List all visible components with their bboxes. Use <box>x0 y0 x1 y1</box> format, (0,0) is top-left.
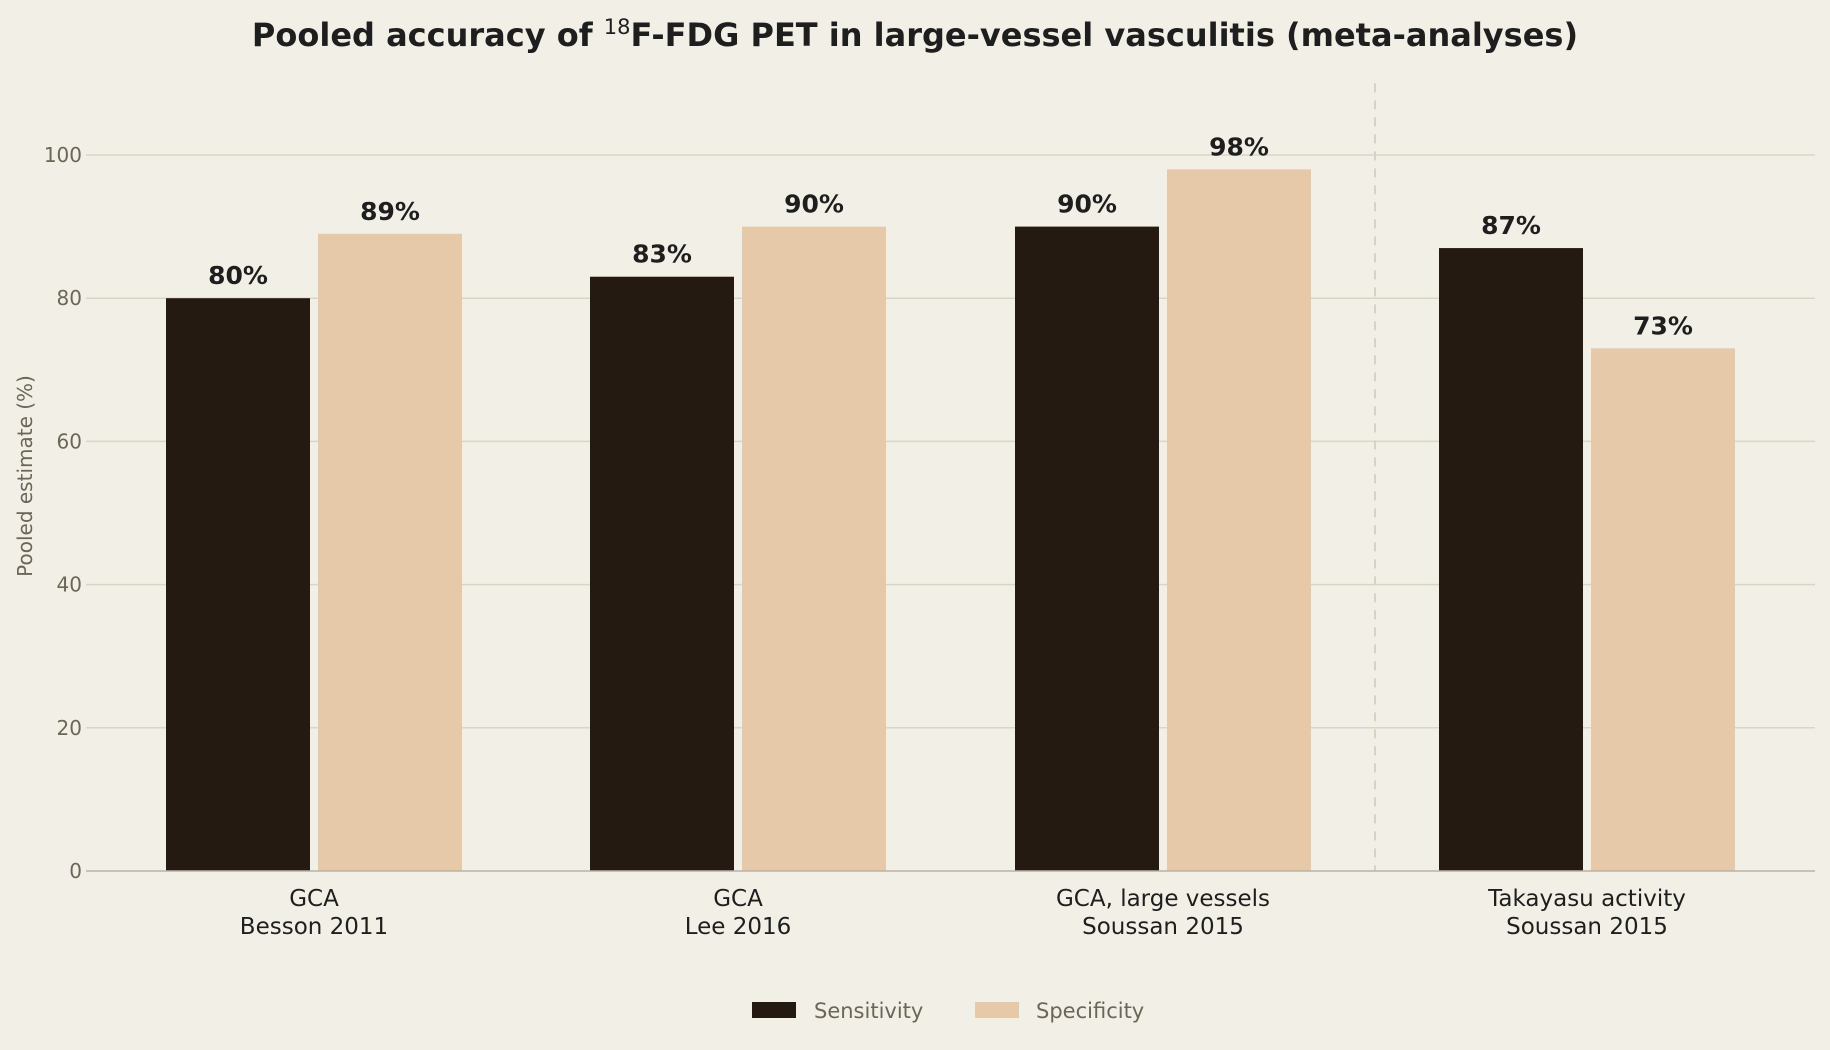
data-label-specificity-3: 73% <box>1633 311 1693 340</box>
data-label-sensitivity-2: 90% <box>1057 190 1117 219</box>
x-tick-label: GCA <box>289 886 339 912</box>
data-label-specificity-2: 98% <box>1209 132 1269 161</box>
data-label-specificity-1: 90% <box>784 190 844 219</box>
x-tick-label: Besson 2011 <box>240 914 388 940</box>
bar-specificity-2 <box>1167 169 1311 871</box>
y-tick-label: 0 <box>69 859 82 883</box>
x-tick-label: Soussan 2015 <box>1506 914 1668 940</box>
y-tick-label: 100 <box>44 143 82 167</box>
bar-layer <box>166 169 1735 872</box>
legend-swatch-sensitivity <box>752 1002 796 1018</box>
y-tick-label: 20 <box>57 716 82 740</box>
x-tick-label: GCA, large vessels <box>1056 886 1270 912</box>
x-tick-label: GCA <box>713 886 763 912</box>
data-label-sensitivity-1: 83% <box>632 240 692 269</box>
x-tick-label: Takayasu activity <box>1487 886 1686 912</box>
y-tick-label: 60 <box>57 429 82 453</box>
chart-title-superscript: 18 <box>604 15 631 39</box>
data-label-sensitivity-0: 80% <box>208 261 268 290</box>
bar-specificity-1 <box>742 226 886 872</box>
legend: Sensitivity Specificity <box>752 999 1144 1023</box>
chart-title-prefix: Pooled accuracy of <box>252 16 604 54</box>
legend-label-sensitivity: Sensitivity <box>814 999 923 1023</box>
bar-specificity-0 <box>318 233 462 871</box>
data-label-specificity-0: 89% <box>360 197 420 226</box>
label-layer: 80% 89% 83% 90% 90% 98% 87% 73% <box>208 132 1693 340</box>
legend-swatch-specificity <box>975 1002 1019 1018</box>
x-tick-label: Soussan 2015 <box>1082 914 1244 940</box>
legend-label-specificity: Specificity <box>1036 999 1144 1023</box>
bar-sensitivity-1 <box>590 276 734 872</box>
chart-title-suffix: F-FDG PET in large-vessel vasculitis (me… <box>631 16 1579 54</box>
y-tick-label: 80 <box>57 286 82 310</box>
chart-title: Pooled accuracy of 18F-FDG PET in large-… <box>252 15 1578 54</box>
data-label-sensitivity-3: 87% <box>1481 211 1541 240</box>
bar-sensitivity-0 <box>166 298 310 871</box>
x-tick-label: Lee 2016 <box>685 914 792 940</box>
bar-sensitivity-3 <box>1439 248 1583 871</box>
y-axis-title: Pooled estimate (%) <box>13 375 37 577</box>
bar-sensitivity-2 <box>1015 226 1159 872</box>
y-tick-label: 40 <box>57 573 82 597</box>
bar-specificity-3 <box>1591 348 1735 871</box>
